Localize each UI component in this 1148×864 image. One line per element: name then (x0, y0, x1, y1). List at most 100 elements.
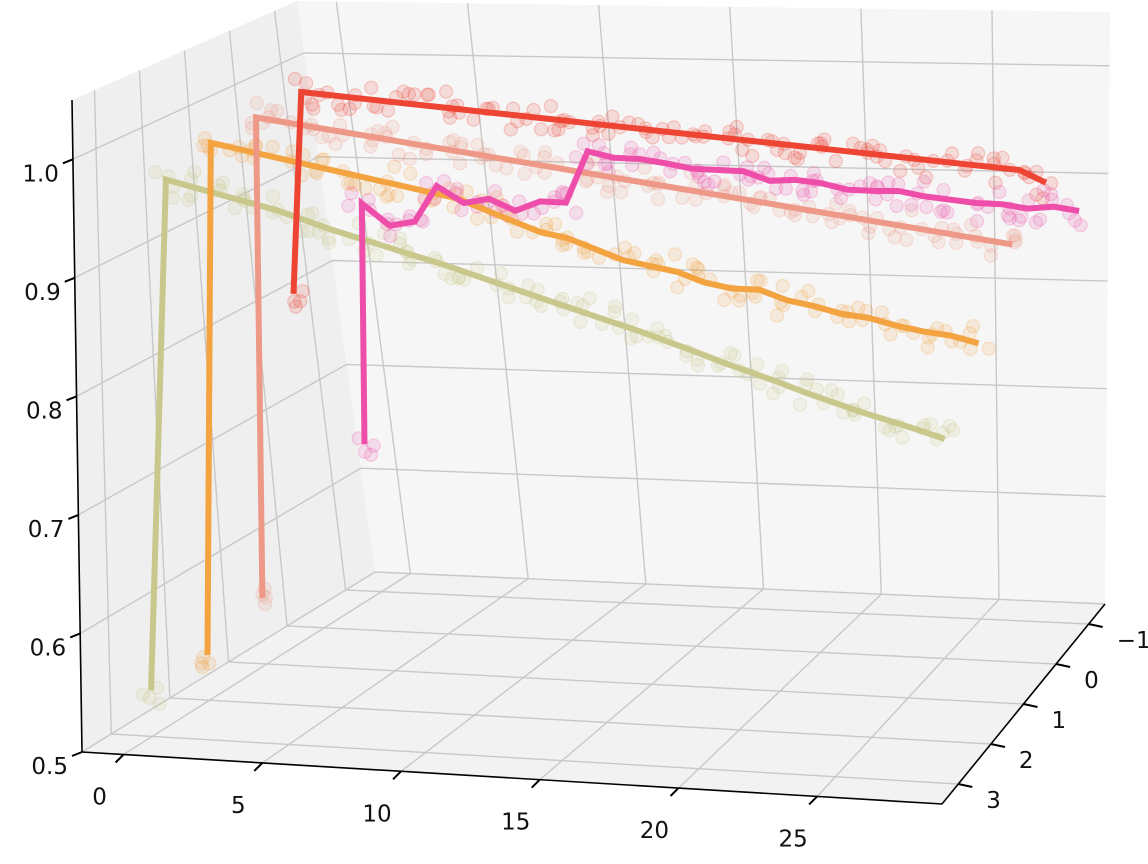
scatter-point (407, 87, 422, 102)
scatter-point (792, 397, 808, 412)
scatter-point (1014, 209, 1029, 224)
scatter-point (342, 101, 357, 117)
scatter-point (249, 95, 264, 111)
y-tick-label: 0 (1084, 668, 1099, 694)
scatter-point (293, 294, 308, 309)
scatter-point (1002, 211, 1017, 226)
scatter-point (895, 430, 910, 445)
scatter-point (391, 147, 406, 162)
scatter-point (607, 304, 622, 319)
scatter-point (576, 136, 591, 151)
scatter-point (446, 133, 461, 148)
scatter-point (358, 181, 373, 196)
x-tick-label: 20 (640, 818, 669, 844)
scatter-point (883, 327, 898, 342)
scatter-point (1067, 213, 1083, 228)
scatter-point (401, 256, 417, 272)
scatter-point (946, 423, 961, 438)
scatter-point (796, 187, 811, 202)
scatter-point (899, 232, 914, 248)
scatter-point (745, 148, 760, 164)
scatter-point (363, 447, 379, 462)
scatter-point (466, 112, 481, 127)
z-tick-mark (67, 513, 79, 520)
scatter-point (517, 166, 532, 181)
scatter-point (513, 144, 528, 159)
grid-z-1 (79, 467, 1106, 635)
z-tick-label: 0.8 (26, 398, 63, 424)
y-tick-label: 3 (986, 788, 1001, 814)
y-tick-mark (990, 743, 1006, 748)
scatter-point (769, 308, 785, 323)
scatter-point (1008, 228, 1023, 243)
scatter-point (295, 284, 310, 299)
z-tick-mark (71, 751, 83, 757)
scatter-point (142, 690, 157, 705)
scatter-point (538, 145, 553, 160)
scatter-point (940, 205, 955, 220)
grid-z-4 (74, 155, 1109, 279)
scatter-point (470, 137, 485, 152)
scatter-point (988, 175, 1003, 190)
scatter-point (304, 97, 320, 112)
scatter-point (181, 193, 196, 208)
y-tick-label: 2 (1019, 748, 1034, 774)
scatter-point (363, 139, 378, 154)
scatter-point (601, 126, 616, 141)
scatter-point (723, 346, 738, 361)
series-line-y1 (252, 113, 1013, 598)
scatter-point (334, 102, 349, 118)
scatter-point (717, 292, 732, 308)
scatter-point (861, 226, 876, 241)
z-tick-mark (69, 632, 81, 639)
back-pane (297, 1, 1110, 604)
scatter-point (385, 119, 400, 135)
scatter-point (729, 119, 744, 135)
scatter-point (341, 198, 356, 213)
scatter-point (599, 184, 615, 200)
scatter-point (833, 191, 849, 206)
scatter-point (697, 174, 712, 190)
series-line-y0 (290, 88, 1048, 295)
scatter-point (904, 203, 919, 218)
scatter-point (623, 140, 639, 155)
scatter-point (421, 87, 436, 102)
scatter-point (731, 293, 747, 308)
z-tick-mark (66, 395, 77, 402)
grid-lines (72, 1, 1110, 797)
z-tick-label: 0.7 (28, 517, 65, 543)
scatter-point (981, 341, 996, 356)
scatter-point (969, 214, 985, 229)
scatter-point (670, 280, 685, 295)
scatter-point (357, 444, 373, 459)
grid-z-2 (78, 363, 1107, 516)
scatter-point (904, 197, 919, 212)
series-line-y2 (204, 139, 980, 656)
scatter-point (1000, 208, 1015, 223)
scatter-point (380, 103, 395, 118)
scatter-point (829, 196, 844, 211)
scatter-point (381, 187, 397, 202)
scatter-point (868, 192, 883, 207)
scatter-point (992, 184, 1007, 200)
scatter-point (623, 331, 639, 346)
series-lines (148, 88, 1080, 691)
scatter-point (1029, 187, 1044, 202)
scatter-point (420, 87, 435, 103)
scatter-point (402, 151, 417, 167)
scatter-point (964, 217, 979, 232)
scatter-point (707, 174, 722, 189)
scatter-point (795, 183, 810, 198)
x-tick-mark (114, 753, 125, 764)
x-tick-label: 5 (231, 793, 246, 819)
scatter-point (828, 153, 843, 169)
scatter-point (874, 305, 889, 320)
scatter-point (1028, 215, 1044, 230)
x-tick-mark (669, 787, 680, 797)
scatter-point (187, 164, 202, 179)
scatter-point (270, 103, 285, 119)
scatter-point (801, 284, 816, 299)
scatter-point (1011, 213, 1027, 228)
y-tick-label: 1 (1052, 708, 1067, 734)
scatter-point (1005, 228, 1021, 243)
